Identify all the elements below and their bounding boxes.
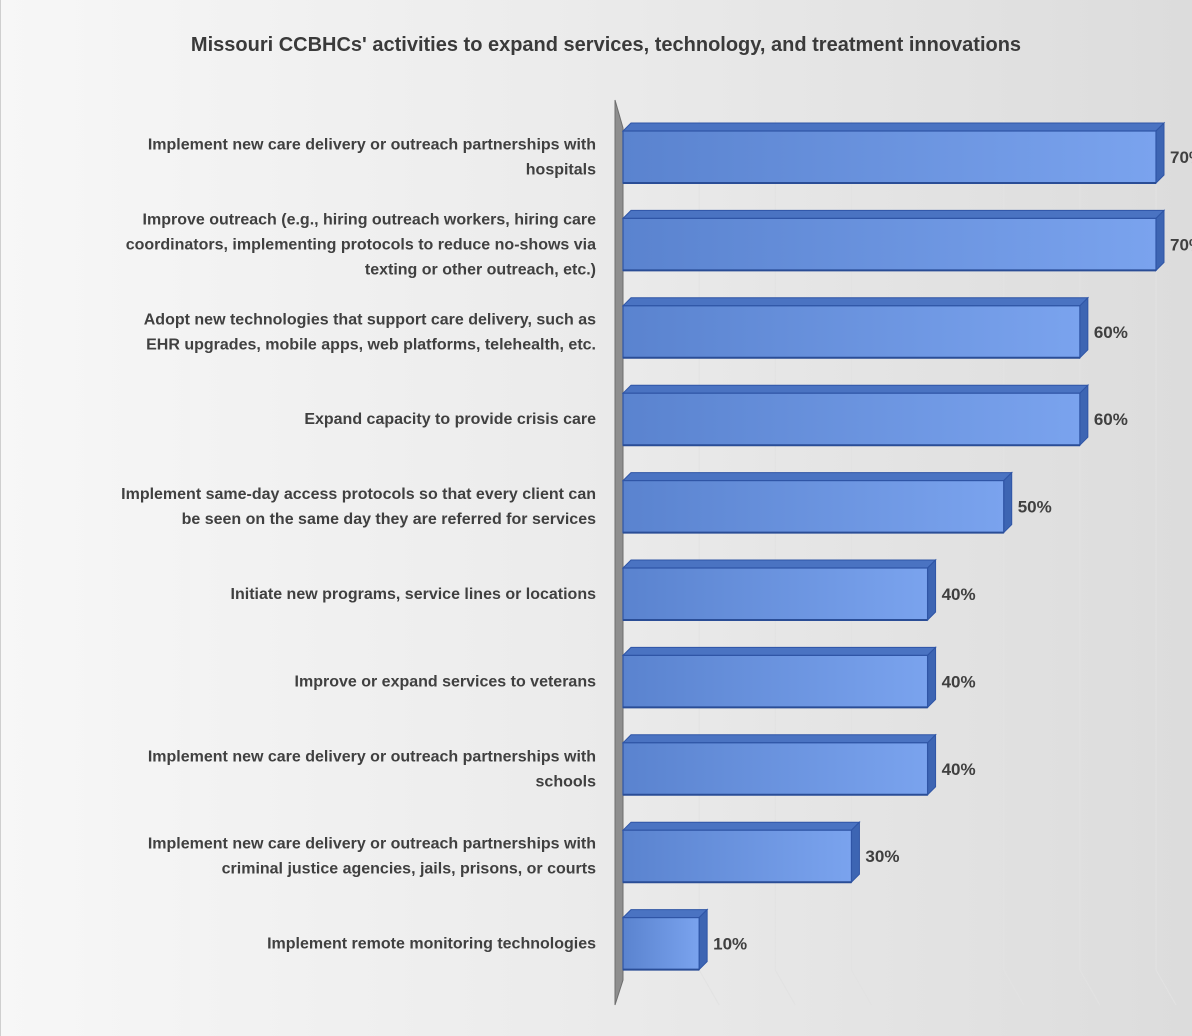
bar-top-face	[621, 209, 1166, 219]
bar	[622, 916, 700, 971]
value-label: 60%	[1094, 410, 1128, 429]
bar-group	[621, 471, 1013, 534]
category-axis	[614, 99, 624, 1006]
category-label: Implement remote monitoring technologies	[267, 936, 596, 953]
bar-side-face	[1003, 471, 1013, 534]
bar-top-face	[621, 734, 937, 744]
value-label: 10%	[713, 935, 747, 954]
bar	[622, 130, 1157, 184]
bar-side-face	[698, 908, 708, 971]
bar-top-face	[621, 472, 1013, 482]
bar	[622, 654, 929, 709]
bar-group	[621, 733, 937, 797]
category-label: Adopt new technologies that support care…	[144, 311, 596, 353]
bar	[622, 567, 929, 621]
bar	[622, 305, 1081, 359]
bar-group	[621, 121, 1166, 185]
bar	[622, 480, 1005, 534]
bar-group	[621, 296, 1090, 360]
bar-top-face	[621, 909, 709, 919]
gridline	[698, 969, 720, 1006]
value-label: 60%	[1094, 323, 1128, 342]
value-label: 40%	[942, 760, 976, 779]
bar-side-face	[1079, 383, 1089, 447]
bar-side-face	[927, 733, 937, 797]
bar-side-face	[927, 646, 937, 709]
value-label: 40%	[942, 672, 976, 691]
category-label: Expand capacity to provide crisis care	[304, 411, 596, 428]
bar-group	[621, 558, 937, 622]
gridline	[927, 969, 949, 1006]
bar	[622, 392, 1081, 446]
category-label: Implement new care delivery or outreach …	[148, 836, 596, 878]
bar-group	[621, 908, 709, 971]
bar-top-face	[621, 646, 937, 656]
bar-top-face	[621, 122, 1166, 132]
gridline	[850, 969, 872, 1006]
value-label: 70%	[1170, 235, 1192, 254]
bar-top-face	[621, 559, 937, 569]
gridline	[1155, 969, 1177, 1006]
category-label: Implement same-day access protocols so t…	[121, 486, 596, 528]
bar-group	[621, 820, 861, 884]
chart-title: Missouri CCBHCs' activities to expand se…	[190, 34, 1022, 56]
bar-group	[621, 209, 1166, 272]
category-label: Improve or expand services to veterans	[295, 673, 597, 690]
category-label: Implement new care delivery or outreach …	[148, 748, 596, 790]
bar-side-face	[1079, 296, 1089, 360]
gridline	[1079, 969, 1101, 1006]
value-label: 40%	[942, 585, 976, 604]
bar	[622, 217, 1157, 271]
bar-side-face	[1155, 121, 1165, 185]
bar-side-face	[850, 820, 860, 884]
gridline	[774, 969, 796, 1006]
bar-side-face	[927, 558, 937, 622]
bar-top-face	[621, 297, 1090, 307]
bar-top-face	[621, 384, 1090, 394]
bar	[622, 829, 853, 883]
bar-group	[621, 383, 1090, 447]
bar	[622, 742, 929, 796]
value-label: 50%	[1018, 498, 1052, 517]
value-label: 30%	[865, 847, 899, 866]
category-label: Improve outreach (e.g., hiring outreach …	[126, 211, 596, 278]
bar-side-face	[1155, 209, 1165, 272]
bar-group	[621, 646, 937, 709]
gridline	[1003, 969, 1025, 1006]
category-label: Initiate new programs, service lines or …	[231, 586, 597, 603]
category-label: Implement new care delivery or outreach …	[148, 137, 596, 179]
bar-top-face	[621, 821, 861, 831]
value-label: 70%	[1170, 148, 1192, 167]
